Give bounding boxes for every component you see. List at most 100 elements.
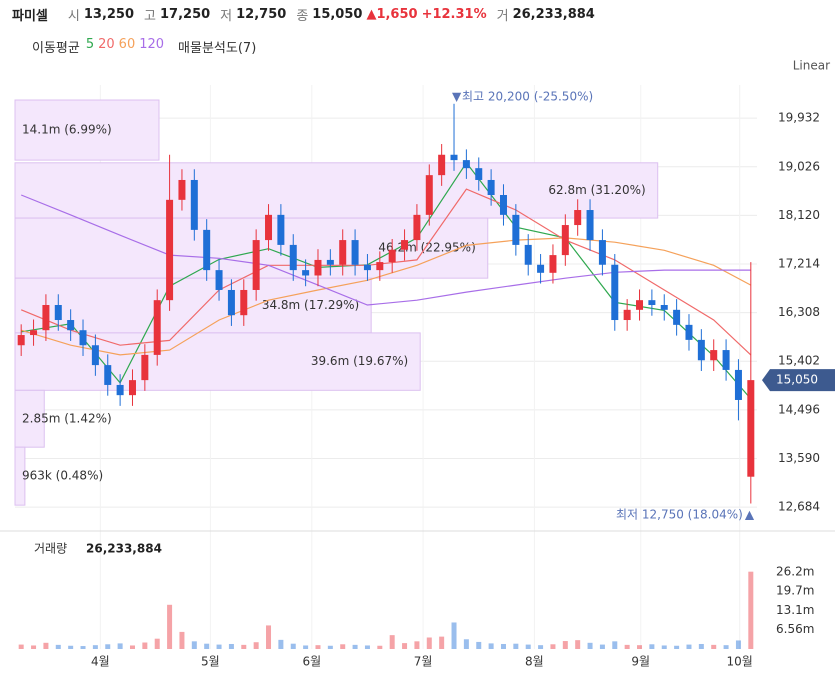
volume-profile-label: 62.8m (31.20%) [548,183,645,197]
volume-profile-label: 34.8m (17.29%) [262,298,359,312]
volume-bar [105,644,111,649]
x-tick-label: 8월 [525,655,544,669]
candle-body [549,255,557,273]
candle-body [660,305,668,310]
volume-bar [266,625,272,649]
candle-body [302,270,310,276]
volume-bar [80,646,86,649]
ohlc-label: 시 [67,8,80,24]
candle-body [190,179,198,230]
volume-bar [525,644,531,649]
volume-bar [43,642,49,649]
candle-body [561,225,569,256]
candle-body [240,289,248,316]
candle-body [116,384,124,396]
candle-body [376,262,384,271]
low-marker: ▲ [745,508,755,522]
candle-body [252,240,260,290]
y-tick-label: 18,120 [778,208,820,222]
candle-body [42,305,50,331]
candle-body [104,365,112,385]
candle-body [462,160,470,169]
volume-bar [711,644,717,649]
x-tick-label: 4월 [91,655,110,669]
candle-body [339,240,347,265]
volume-bar [179,631,185,649]
y-tick-label: 15,402 [778,354,820,368]
candle-body [512,214,520,245]
candle-body [227,289,235,316]
volume-bar [327,645,333,649]
volume-bar [599,644,605,649]
volume-bar [31,645,37,649]
candle-body [487,179,495,195]
scale-label: Linear [793,59,830,73]
change-pct: +12.31% [421,6,487,22]
candle-body [215,270,223,290]
volume-bar [129,645,135,649]
price-tag-label: 15,050 [776,373,818,387]
indicator-legend: 이동평균 5 20 60 120 매물분석도(7) [32,37,256,56]
candle-body [574,210,582,226]
ohlc-label: 고 [144,8,156,24]
volume-bar [290,643,296,649]
volume-tick-label: 19.7m [776,583,814,597]
candle-body [388,249,396,263]
candle-body [537,264,545,273]
volume-bar [500,643,506,649]
candle-body [623,309,631,321]
ma-legend: 20 [98,37,115,52]
volume-profile-label: 963k (0.48%) [22,469,103,483]
ma-legend: 120 [139,37,165,52]
x-tick-label: 9월 [631,655,650,669]
volume-bar [748,571,754,649]
ohlc-value: 17,250 [160,6,211,22]
volume-bar [637,645,643,649]
volume-bar [661,645,667,649]
candle-body [153,300,161,355]
candle-body [166,199,174,301]
volume-bar [315,645,321,649]
volume-bar [612,641,618,649]
ma-legend: 60 [118,37,136,52]
volume-bar [488,643,494,649]
volume-bar [18,644,24,649]
x-tick-label: 7월 [414,655,433,669]
candle-body [178,179,186,200]
volume-profile-bar [14,99,160,161]
volume-bar [550,644,556,649]
volume-bar [649,644,655,649]
volume-tick-label: 26.2m [776,564,814,578]
volume-bar [735,640,741,649]
ma-label: 이동평균 [32,41,80,56]
volume-bar [402,643,408,649]
change: ▲1,650 [366,6,418,22]
candle-body [475,168,483,180]
y-tick-label: 12,684 [778,500,820,514]
candle-body [277,214,285,245]
volume-bar [68,645,74,649]
candle-body [734,369,742,400]
volume-profile-bar [14,277,372,334]
volume-bar [389,635,395,649]
x-tick-label: 6월 [302,655,321,669]
candle-body [747,380,755,477]
candle-body [54,305,62,321]
candle-body [710,350,718,361]
volume-profile-label: 14.1m (6.99%) [22,123,112,137]
x-tick-label: 5월 [201,655,220,669]
stock-name: 파미셀 [12,8,48,24]
ohlc-label: 종 [296,8,309,24]
volume-bar [377,645,383,649]
volume-bar [191,641,197,649]
volume-tick-label: 6.56m [776,622,814,636]
candle-body [722,350,730,370]
candle-body [326,259,334,265]
volume-bar [414,641,420,649]
candle-body [289,244,297,271]
volume-bar [241,644,247,649]
candle-body [450,154,458,161]
profile-label: 매물분석도(7) [178,41,257,56]
volume-bar [587,642,593,649]
